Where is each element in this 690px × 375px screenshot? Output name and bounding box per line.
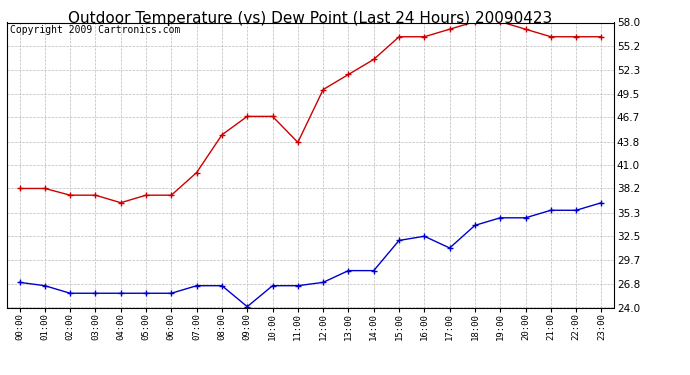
Text: Copyright 2009 Cartronics.com: Copyright 2009 Cartronics.com xyxy=(10,26,180,35)
Text: Outdoor Temperature (vs) Dew Point (Last 24 Hours) 20090423: Outdoor Temperature (vs) Dew Point (Last… xyxy=(68,11,553,26)
